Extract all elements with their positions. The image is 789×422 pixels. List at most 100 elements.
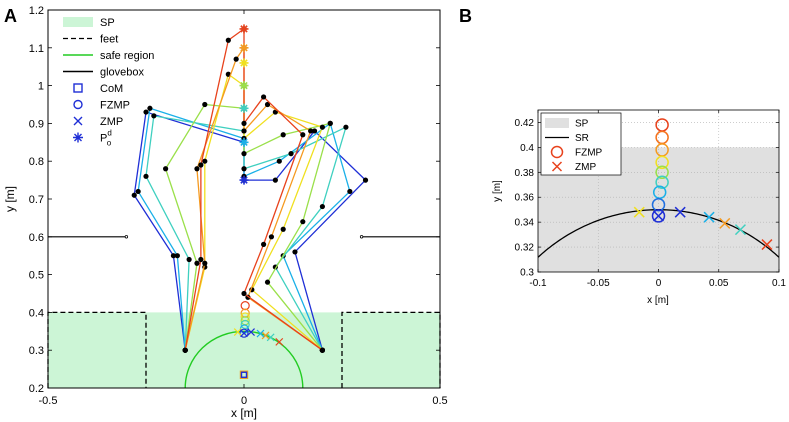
y-tick-label: 0.8 (29, 156, 44, 168)
po-d-marker (239, 24, 249, 34)
panel-b-label: B (459, 6, 472, 26)
y-tick-label: 0.4 (29, 307, 44, 319)
joint-dot (292, 249, 298, 255)
zmp-marker (240, 329, 248, 338)
joint-dot (241, 128, 247, 134)
y-tick-label: 1.2 (29, 5, 44, 17)
legend-label: SP (575, 119, 589, 130)
joint-dot (319, 203, 325, 210)
joint-dot (241, 151, 247, 157)
y-tick-label: 1.1 (29, 43, 44, 55)
joint-dot (288, 151, 294, 157)
joint-dot (261, 94, 267, 100)
legend-label: SR (575, 133, 589, 144)
joint-dot (272, 177, 278, 183)
joint-dot (280, 226, 286, 232)
zmp-marker (233, 328, 242, 336)
legend-label: FZMP (100, 100, 130, 112)
fzmp-marker (240, 300, 250, 311)
legend-label-sub: o (107, 139, 112, 148)
zmp-marker (652, 210, 665, 222)
x-tick-label: 0.5 (432, 395, 447, 407)
com-marker (240, 371, 248, 378)
joint-dot (194, 260, 200, 266)
fzmp-marker (655, 175, 669, 190)
legend-label: glovebox (100, 67, 145, 79)
legend-label: SP (100, 17, 115, 29)
zmp-marker (633, 206, 645, 218)
panel-a: A 0.20.30.40.50.60.70.80.911.11.2-0.5 0 0.… (3, 5, 448, 420)
y-tick-label: 0.3 (29, 345, 44, 357)
panel-b-ylabel: y [m] (492, 180, 503, 202)
pose-limb-chain (184, 47, 323, 351)
joint-dot (135, 188, 141, 195)
joint-dot (343, 124, 349, 130)
joint-dot (143, 109, 149, 115)
clip-group (538, 118, 779, 258)
joint-dot (311, 128, 318, 134)
panel-b-xlabel: x [m] (647, 295, 669, 306)
joint-dot (264, 101, 271, 108)
legend-label: CoM (100, 83, 123, 95)
legend-label: feet (100, 34, 118, 46)
joint-dot (241, 120, 247, 126)
zmp-marker (761, 239, 773, 251)
panel-b-legend: SP SR FZMP ZMP (540, 112, 622, 176)
pose-6 (182, 26, 325, 353)
joint-dot (174, 253, 180, 259)
panel-a-plot-area: 0.2 0.3 0.4 0.5 0.6 0.7 0.8 0.9 1 1.1 1.2 -0.5 0 0.5 (29, 5, 448, 407)
po-d-marker (239, 81, 249, 91)
po-d-marker (239, 137, 249, 147)
safe-region-arc (184, 330, 304, 388)
joint-dot (261, 241, 267, 247)
joint-dot (264, 279, 271, 285)
joint-dot (319, 347, 325, 353)
fzmp-marker (240, 319, 250, 330)
zmp-marker (734, 224, 746, 236)
joint-dot (194, 166, 200, 172)
y-tick-label: 0.7 (29, 194, 44, 206)
glovebox-endpoint (359, 235, 364, 239)
joint-dot (225, 37, 231, 43)
fzmp-marker (655, 130, 669, 145)
joint-dot (280, 132, 286, 138)
po-d-marker (239, 43, 249, 53)
y-tick-label: 0.36 (515, 193, 535, 204)
panel-b: B 0.30.320.340.360.380.40.42-0.1 -0.05 0 0.… (459, 6, 786, 306)
clip-group (184, 330, 304, 388)
zmp-marker (256, 329, 265, 338)
legend-swatch-marker (73, 83, 83, 93)
joint-dot (143, 173, 149, 179)
pose-limb-chain (184, 73, 324, 351)
fzmp-marker (655, 165, 669, 180)
zmp-marker (275, 337, 284, 346)
joint-dot (170, 253, 177, 259)
panel-b-plot-area: 0.3 0.32 0.34 0.36 0.38 0.4 0.42 -0.1 -0.05 0 0.05… (515, 109, 786, 289)
pose-4 (182, 71, 325, 353)
y-tick-label: 0.2 (29, 383, 44, 395)
legend-swatch-marker (550, 145, 564, 159)
legend-swatch-marker (73, 132, 83, 143)
y-tick-label: 0.3 (520, 268, 534, 279)
joint-dot (233, 56, 239, 62)
joint-dot (319, 124, 325, 130)
joint-dot (163, 166, 169, 172)
joint-dot (241, 290, 247, 297)
joint-dot (131, 192, 137, 198)
foot-outline (47, 311, 147, 388)
legend-swatch-marker (73, 116, 83, 126)
joint-dot (362, 177, 369, 183)
legend-swatch-marker (551, 161, 563, 172)
zmp-marker (719, 217, 731, 229)
y-tick-label: 0.6 (29, 232, 44, 244)
joint-dot (202, 260, 208, 266)
legend-swatch-sp (545, 118, 569, 128)
panel-a-ylabel: y [m] (3, 186, 17, 212)
po-d-marker (239, 103, 249, 113)
joint-dot (300, 219, 306, 225)
legend-label: Pd o (100, 129, 112, 148)
legend-label-sup: d (107, 129, 111, 138)
x-tick-label: 0.1 (772, 278, 786, 289)
po-d-marker (239, 175, 249, 185)
